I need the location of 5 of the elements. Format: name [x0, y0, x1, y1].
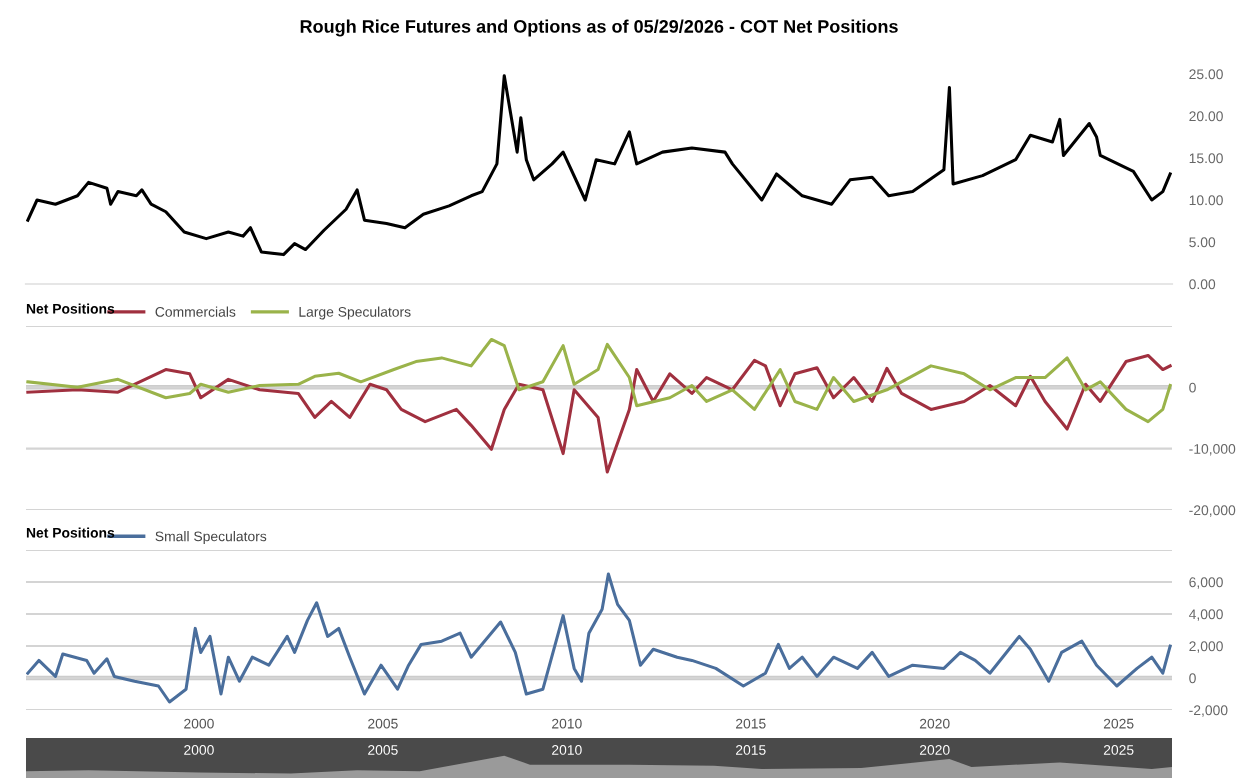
line-series: [26, 74, 1172, 257]
line-series: [26, 337, 1172, 424]
chart-title: Rough Rice Futures and Options as of 05/29/2026 - COT Net Positions: [300, 19, 898, 37]
line-series: [26, 353, 1172, 474]
line-series: [26, 572, 1172, 704]
